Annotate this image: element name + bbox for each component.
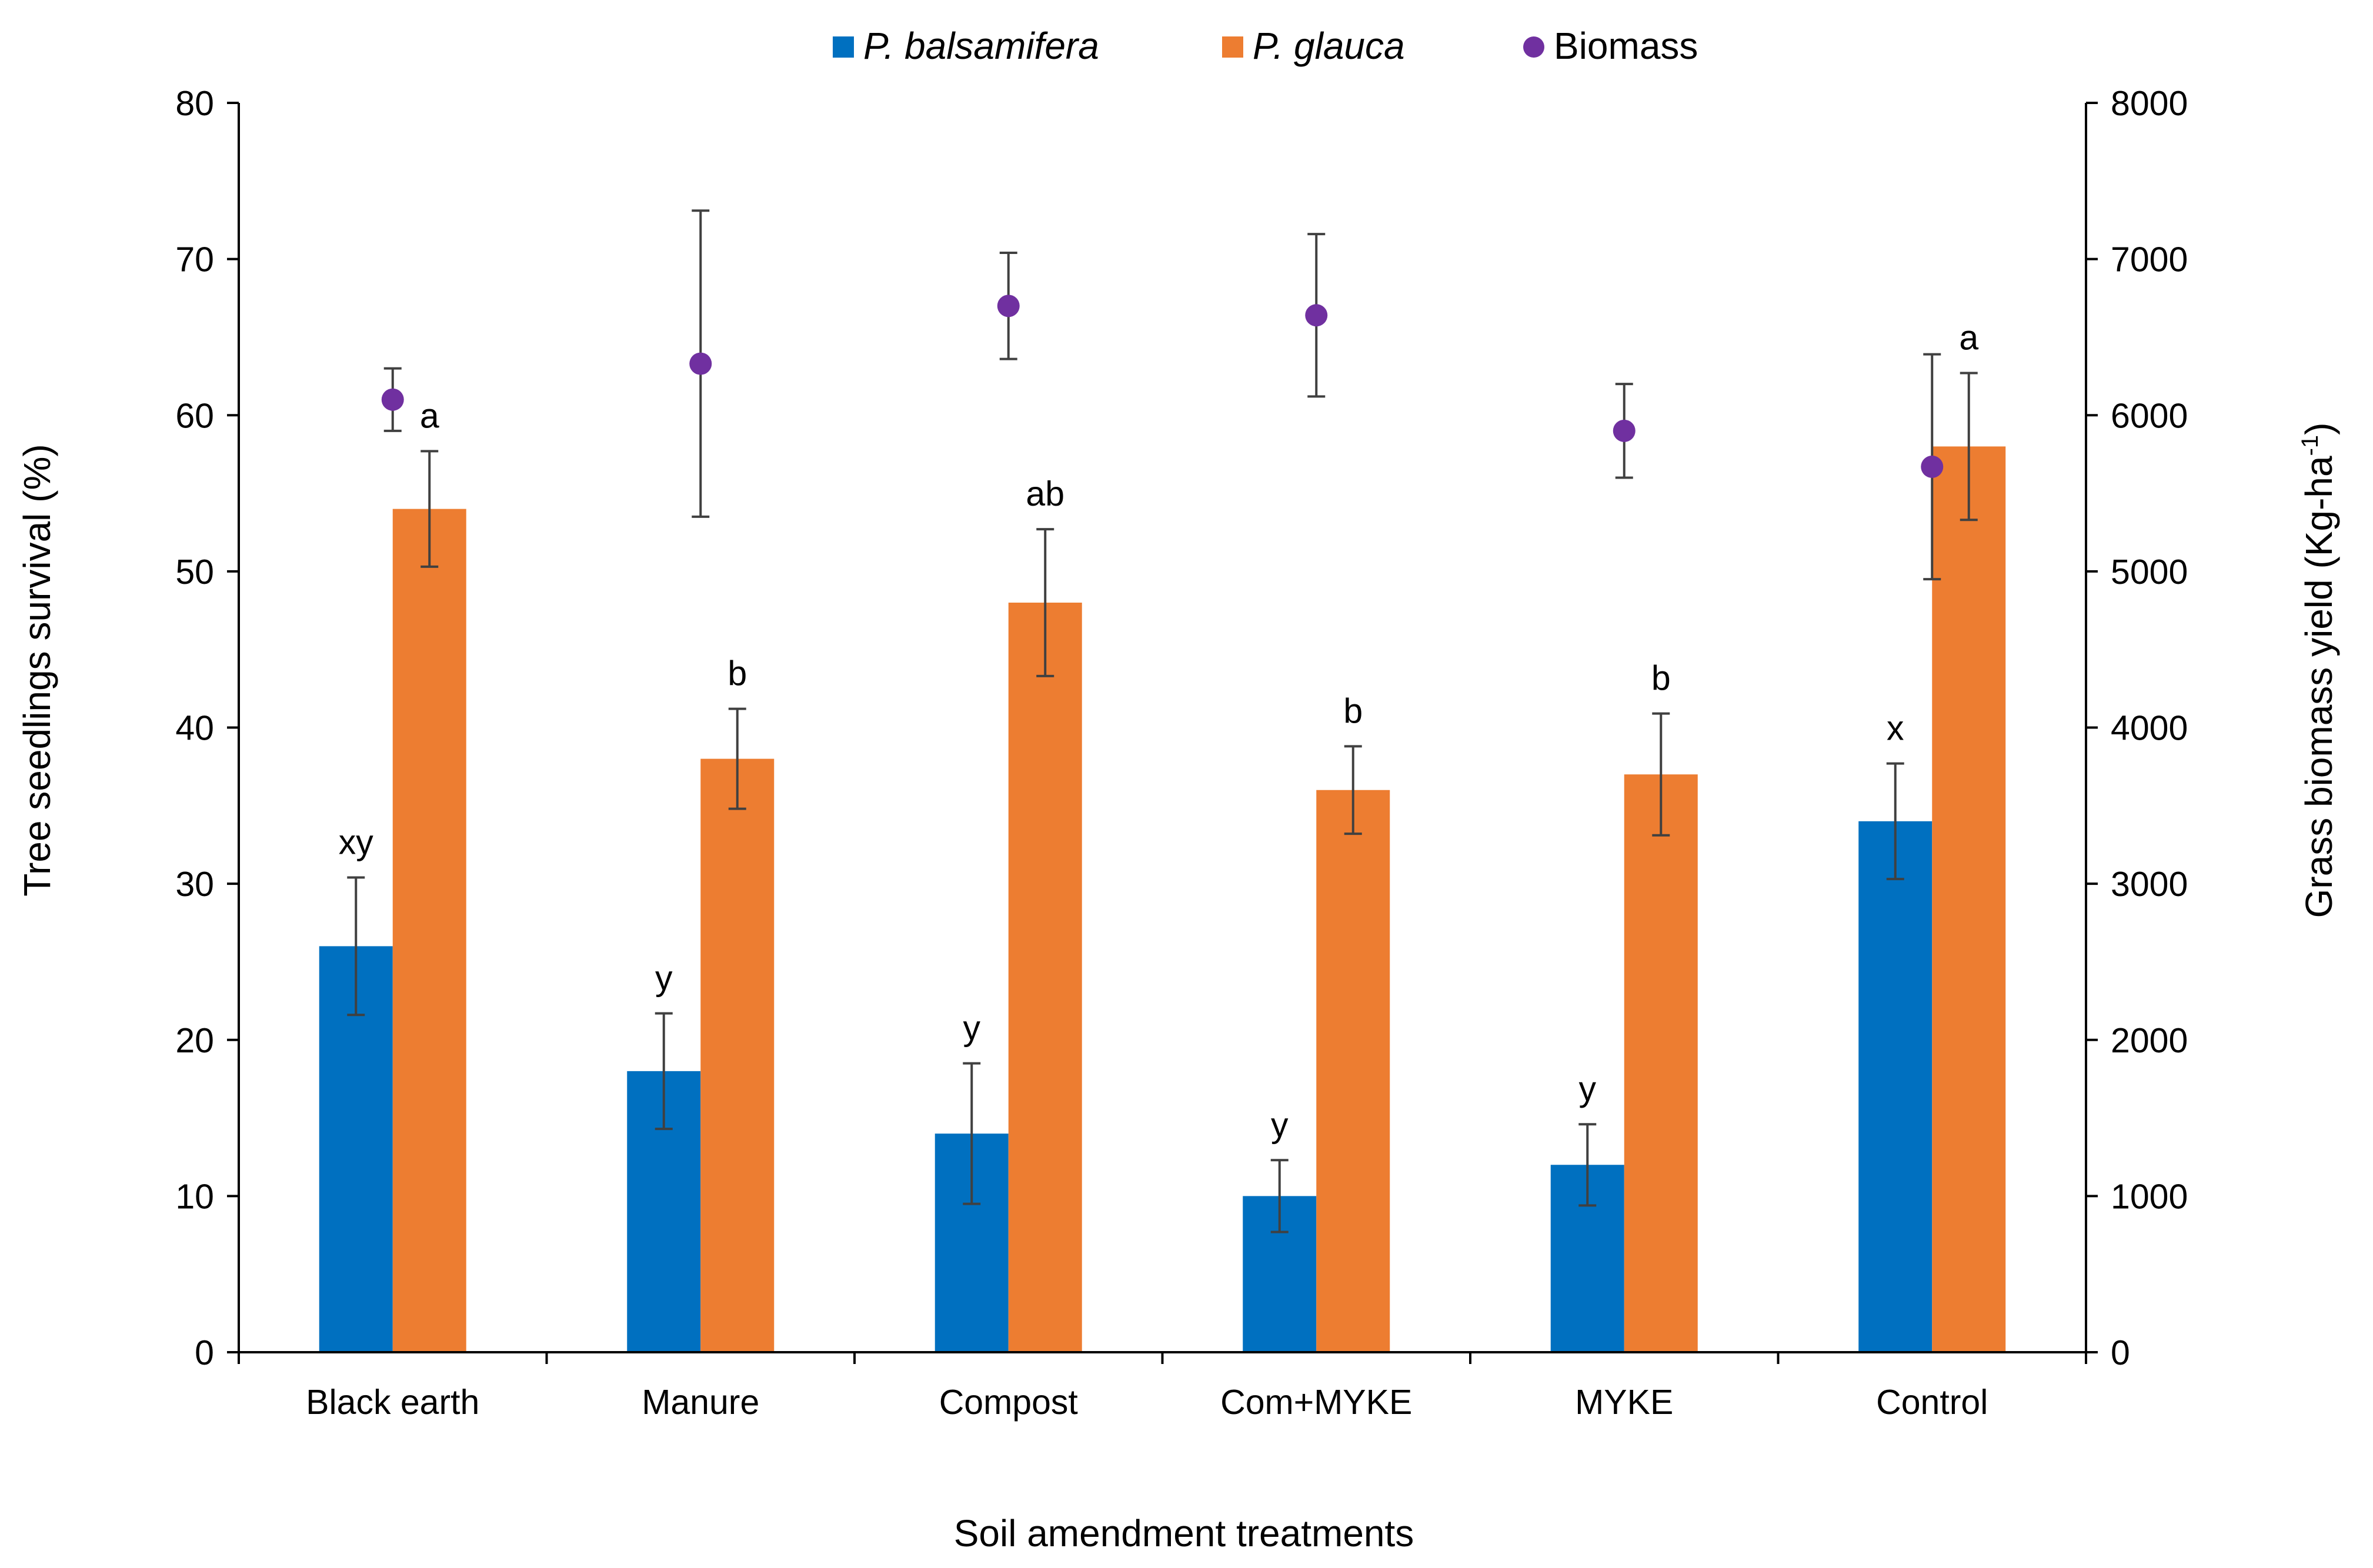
bar-glauca (1316, 790, 1390, 1352)
bar-error-bar (1036, 528, 1054, 677)
significance-letter: x (1887, 709, 1904, 748)
bar-error-bar (1270, 1159, 1289, 1233)
x-tick-label: Com+MYKE (1220, 1383, 1412, 1422)
biomass-point (689, 352, 712, 375)
significance-letter: xy (339, 823, 374, 862)
bar-glauca (392, 509, 466, 1352)
y2-axis-title-main: Grass biomass yield (Kg-ha (2298, 456, 2340, 918)
y2-tick-label: 4000 (2111, 709, 2188, 748)
x-tick-label: Manure (642, 1383, 759, 1422)
biomass-point (1305, 304, 1328, 327)
axes: 0 10 20 30 40 50 60 70 80 0 1000 2000 3000 4000 5000 60… (175, 84, 2188, 1422)
legend-marker-square (1222, 36, 1243, 58)
y-tick-label: 80 (175, 84, 214, 123)
legend-balsamifera: P. balsamifera (833, 25, 1099, 67)
bar-balsamifera (1858, 821, 1933, 1352)
y2-tick-label: 7000 (2111, 240, 2188, 279)
y-tick-label: 20 (175, 1021, 214, 1060)
x-tick-label: Black earth (306, 1383, 479, 1422)
legend-biomass: Biomass (1523, 25, 1698, 67)
bar-glauca (700, 758, 775, 1352)
y2-tick-label: 1000 (2111, 1177, 2188, 1216)
significance-letter: ab (1026, 474, 1064, 513)
y-axis-title: Tree seedlings survival (%) (16, 444, 58, 896)
bar-error-bar (1886, 762, 1904, 881)
y2-axis-title: Grass biomass yield (Kg-ha-1) (2297, 423, 2340, 918)
biomass-point (381, 388, 404, 411)
bar-glauca (1624, 774, 1698, 1352)
y-tick-label: 70 (175, 240, 214, 279)
bar-error-bar (728, 707, 746, 810)
y-tick-label: 60 (175, 396, 214, 435)
bar-error-bar (420, 450, 439, 568)
bar-error-bar (963, 1062, 981, 1205)
bar-error-bar (1578, 1123, 1597, 1207)
bar-error-bar (1960, 372, 1978, 521)
legend-glauca: P. glauca (1222, 25, 1405, 67)
significance-letter: y (1271, 1105, 1289, 1144)
y2-tick-label: 3000 (2111, 865, 2188, 904)
y-tick-label: 50 (175, 553, 214, 591)
legend: P. balsamifera P. glauca Biomass (833, 25, 1698, 67)
y2-tick-label: 6000 (2111, 396, 2188, 435)
significance-letter: b (1651, 659, 1671, 698)
legend-label: P. balsamifera (863, 25, 1099, 67)
significance-letter: b (1343, 691, 1363, 730)
significance-letter: a (420, 396, 439, 435)
significance-letter: b (727, 654, 747, 693)
y2-axis-title-end: ) (2298, 423, 2340, 435)
y-tick-label: 40 (175, 709, 214, 748)
x-tick-label: Control (1876, 1383, 1988, 1422)
y-tick-label: 0 (195, 1333, 214, 1372)
y2-tick-label: 8000 (2111, 84, 2188, 123)
bar-error-bar (655, 1012, 673, 1131)
bar-error-bar (1652, 712, 1670, 837)
y2-tick-label: 5000 (2111, 553, 2188, 591)
biomass-point (1613, 419, 1636, 442)
y-tick-label: 10 (175, 1177, 214, 1216)
bar-error-bar (1344, 745, 1362, 835)
significance-letter: y (963, 1009, 981, 1048)
legend-marker-circle (1523, 36, 1544, 58)
significance-letter: a (1959, 319, 1978, 357)
x-tick-label: Compost (939, 1383, 1078, 1422)
biomass-point (997, 295, 1020, 317)
y-tick-label: 30 (175, 865, 214, 904)
legend-marker-square (833, 36, 854, 58)
x-axis-title: Soil amendment treatments (954, 1512, 1414, 1554)
x-tick-label: MYKE (1575, 1383, 1673, 1422)
y2-axis-title-sup: -1 (2297, 435, 2323, 456)
y2-tick-label: 2000 (2111, 1021, 2188, 1060)
significance-letter: y (655, 959, 673, 998)
biomass-point (1921, 455, 1944, 478)
bar-glauca (1932, 446, 2006, 1352)
legend-label: P. glauca (1253, 25, 1405, 67)
bar-error-bar (347, 876, 365, 1017)
legend-label: Biomass (1554, 25, 1698, 67)
y2-tick-label: 0 (2111, 1333, 2130, 1372)
bar-glauca (1008, 603, 1082, 1352)
significance-letter: y (1579, 1069, 1597, 1108)
